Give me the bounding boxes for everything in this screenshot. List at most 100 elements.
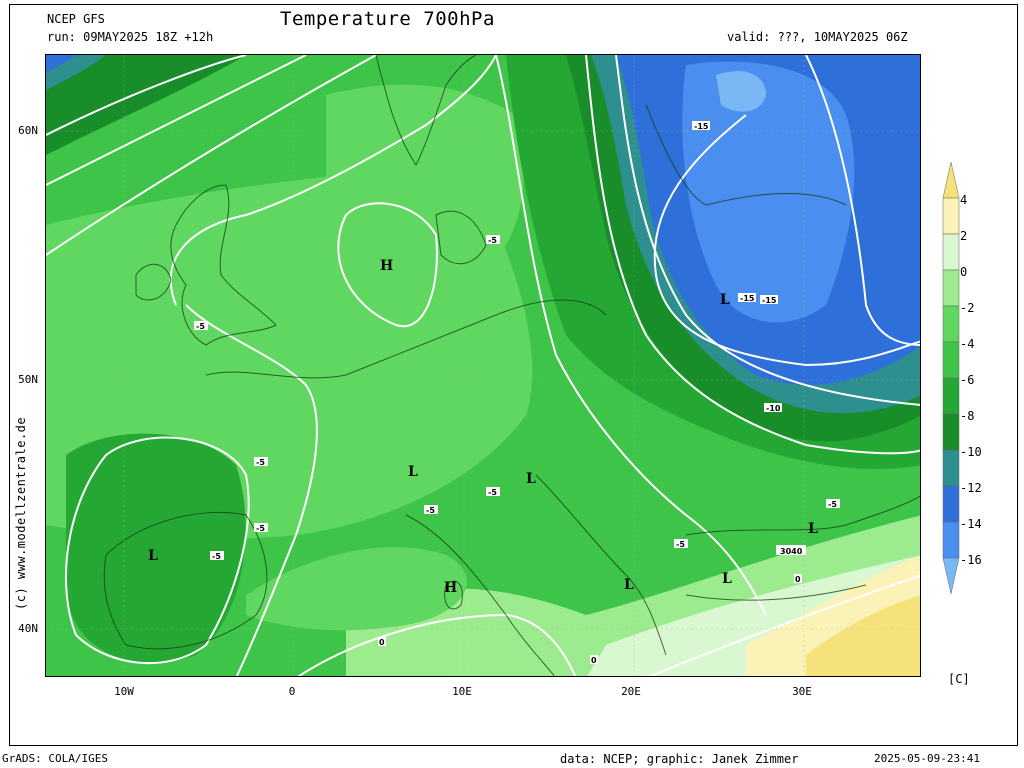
legend-label: -16: [960, 553, 982, 567]
lon-label-30e: 30E: [792, 685, 812, 698]
run-info: run: 09MAY2025 18Z +12h: [47, 30, 214, 44]
legend-label: 0: [960, 265, 968, 279]
lat-label-60n: 60N: [18, 124, 38, 137]
coast-iberia: [103, 511, 268, 650]
coast-italy: [405, 514, 556, 676]
lon-label-20e: 20E: [621, 685, 641, 698]
high-symbol-north-sea: H: [380, 258, 393, 274]
legend-swatch: [942, 485, 960, 523]
lon-label-10e: 10E: [452, 685, 472, 698]
legend-swatch: [942, 521, 960, 559]
contour-label: -5: [826, 499, 840, 509]
contour-blue-inner: [653, 114, 920, 367]
lat-label-50n: 50N: [18, 373, 38, 386]
lon-label-10w: 10W: [114, 685, 134, 698]
coast-britain: [170, 184, 277, 346]
contour-label: -5: [210, 551, 224, 561]
contour-nw-2: [46, 55, 307, 186]
legend-label: 2: [960, 229, 968, 243]
contour-label: -5: [674, 539, 688, 549]
legend-label: -12: [960, 481, 982, 495]
legend-swatch: [942, 413, 960, 451]
svg-text:0: 0: [591, 656, 597, 665]
svg-text:-15: -15: [740, 294, 755, 303]
contour-south-east: [648, 574, 920, 676]
contour-label: -5: [194, 321, 208, 331]
graticule: [46, 55, 920, 676]
legend-label: -6: [960, 373, 975, 387]
coast-baltic: [645, 104, 847, 206]
field-minus4-b: [326, 84, 524, 287]
temperature-map: H H L L L L L L L -15 -5 -15 -15 -5 -10 …: [45, 54, 921, 677]
contour-label: -5: [486, 235, 500, 245]
contour-label: 0: [378, 637, 386, 647]
legend-swatch: [942, 233, 960, 271]
low-symbol-balkans: L: [624, 577, 634, 593]
legend-swatch: [942, 197, 960, 235]
svg-text:-5: -5: [256, 524, 265, 533]
high-symbol-corsica: H: [444, 580, 457, 596]
legend-swatch: [942, 305, 960, 343]
svg-text:-5: -5: [488, 488, 497, 497]
contour-med: [297, 613, 577, 676]
coast-denmark: [435, 210, 487, 265]
map-title: Temperature 700hPa: [280, 8, 495, 30]
legend-swatch: [942, 341, 960, 379]
contour-nw-3: [46, 55, 377, 256]
contour-label: -5: [254, 457, 268, 467]
svg-text:-5: -5: [196, 322, 205, 331]
contour-central: [495, 55, 767, 616]
coast-balkans: [535, 474, 667, 656]
svg-text:-5: -5: [828, 500, 837, 509]
height-contours: [46, 55, 920, 676]
legend-label: -4: [960, 337, 975, 351]
svg-text:-5: -5: [488, 236, 497, 245]
color-legend: [942, 162, 960, 595]
svg-text:-10: -10: [766, 404, 781, 413]
svg-text:0: 0: [379, 638, 385, 647]
field-minus8-west: [66, 433, 246, 663]
legend-swatch: [942, 162, 960, 199]
coastlines: [103, 55, 920, 676]
contour-label: -5: [254, 523, 268, 533]
field-minus10-nw: [46, 55, 246, 155]
contour-blue-right: [805, 55, 920, 346]
valid-time: valid: ???, 10MAY2025 06Z: [727, 30, 908, 44]
contour-label: -15: [692, 121, 710, 131]
coast-north-europe: [205, 299, 607, 379]
legend-swatch: [942, 269, 960, 307]
credit-vertical: (c) www.modellzentrale.de: [14, 416, 28, 610]
svg-text:-15: -15: [762, 296, 777, 305]
legend-label: -8: [960, 409, 975, 423]
field-minus16-spot: [716, 71, 766, 112]
contour-high-center: [337, 202, 438, 328]
lat-label-40n: 40N: [18, 622, 38, 635]
legend-label: -14: [960, 517, 982, 531]
legend-unit: [C]: [948, 672, 970, 686]
contour-east-1: [585, 55, 920, 455]
legend-swatch: [942, 377, 960, 415]
footer-timestamp: 2025-05-09-23:41: [874, 752, 980, 765]
contour-label: 0: [590, 655, 598, 665]
field-minus16-core: [682, 61, 855, 323]
low-symbol-ukraine: L: [808, 521, 818, 537]
legend-label: -2: [960, 301, 975, 315]
coast-norway: [375, 55, 477, 166]
low-symbol-iberia: L: [148, 548, 158, 564]
lon-label-0: 0: [288, 685, 296, 698]
field-minus4-south: [246, 547, 467, 631]
coast-corsica: [444, 580, 463, 610]
legend-swatch: [942, 557, 960, 595]
model-name: NCEP GFS: [47, 12, 105, 26]
legend-label: -10: [960, 445, 982, 459]
svg-text:-5: -5: [256, 458, 265, 467]
contour-label: -15: [760, 295, 778, 305]
svg-text:-5: -5: [676, 540, 685, 549]
svg-text:-5: -5: [212, 552, 221, 561]
field-plus4-se: [806, 595, 920, 676]
contour-label: -15: [738, 293, 756, 303]
legend-swatch: [942, 449, 960, 487]
low-symbol-romania: L: [722, 571, 732, 587]
footer-grads: GrADS: COLA/IGES: [2, 752, 108, 765]
low-symbol-alps: L: [526, 471, 536, 487]
